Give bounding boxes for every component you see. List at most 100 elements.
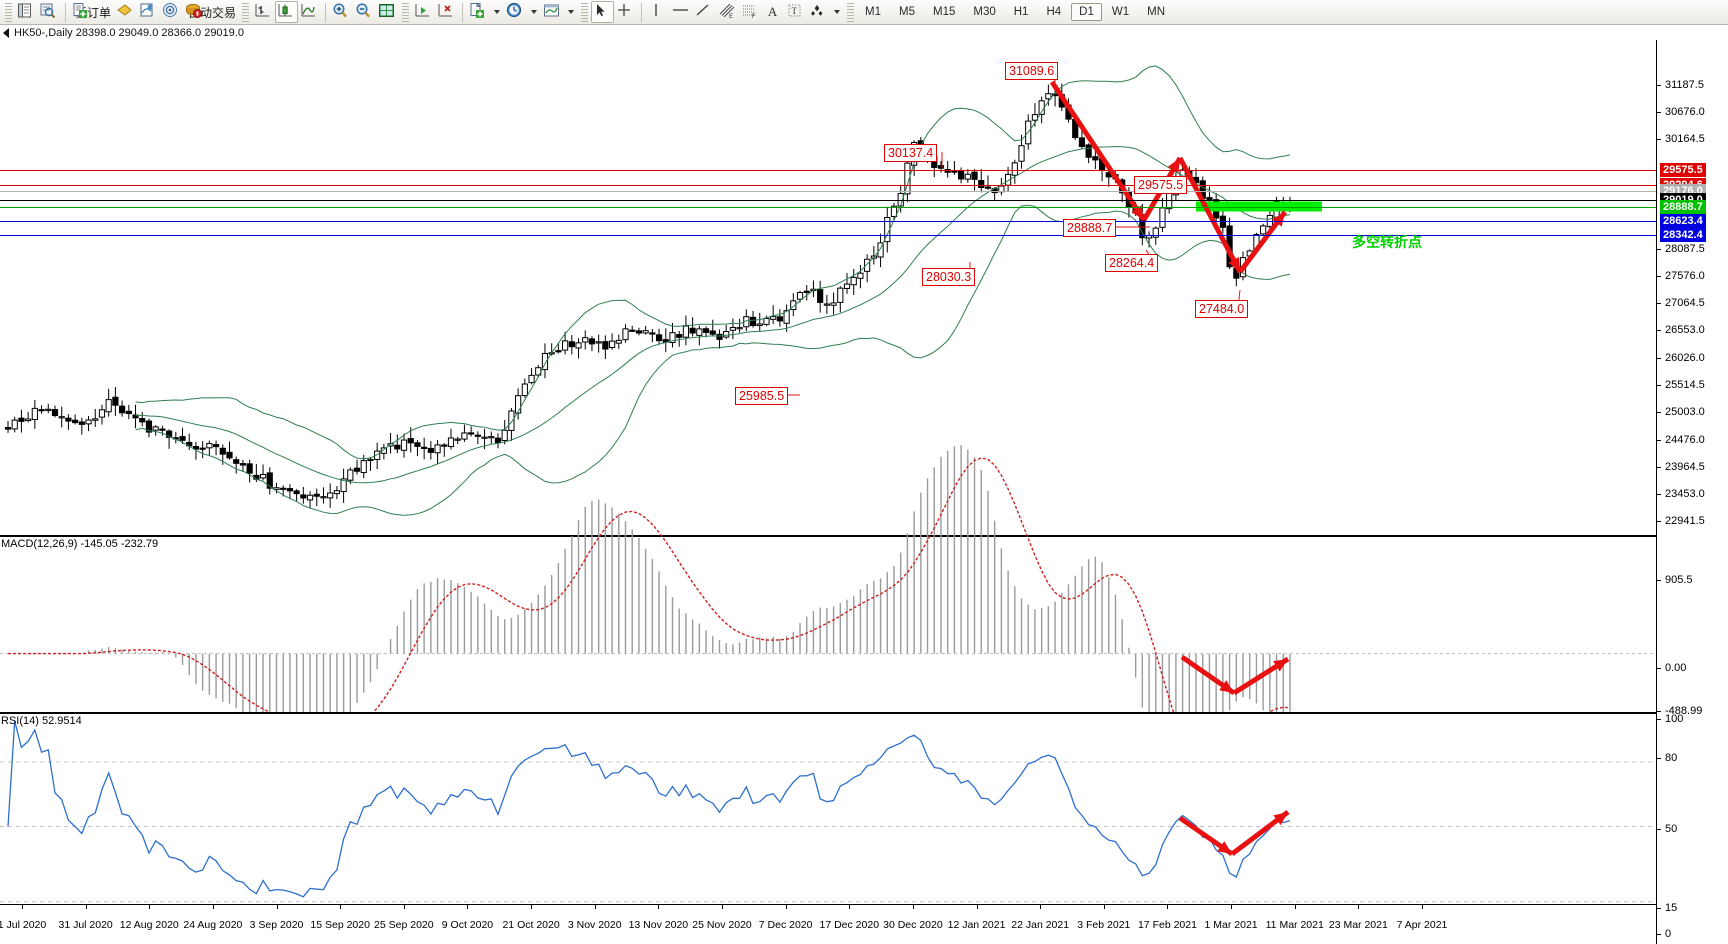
period-dropdown-arrow[interactable] (531, 10, 538, 14)
candlestick-chart-icon[interactable] (275, 1, 299, 23)
line-chart-icon[interactable] (298, 1, 321, 23)
price-tick-23453: 23453.0 (1665, 487, 1705, 500)
axis-tick (1657, 357, 1661, 359)
pane-separator-1b (0, 536, 1656, 537)
level-line-28623.4[interactable] (0, 217, 1663, 224)
chart-collapse-icon[interactable] (3, 28, 9, 38)
price-pane[interactable]: 31089.6 30137.4 29575.5 28888.7 28264.4 28030… (0, 40, 1663, 535)
toolbar-grip-2[interactable] (242, 2, 250, 22)
callout-31089.6[interactable]: 31089.6 (1005, 62, 1059, 80)
callout-29575.5[interactable]: 29575.5 (1134, 176, 1188, 194)
toolbar-grip[interactable] (5, 2, 12, 22)
bollinger-lower-band (135, 204, 1291, 516)
time-label-8: 21 Oct 2020 (502, 919, 560, 931)
objects-icon[interactable] (807, 1, 830, 23)
macd-title: MACD(12,26,9) -145.05 -232.79 (1, 538, 159, 550)
bar-chart-icon[interactable] (252, 1, 275, 23)
callout-28264.4[interactable]: 28264.4 (1105, 254, 1159, 272)
indicators-icon[interactable] (541, 1, 564, 23)
timeframe-h1[interactable]: H1 (1013, 6, 1029, 18)
level-line-28888.7[interactable] (0, 203, 1663, 210)
price-tick-25514.5: 25514.5 (1665, 378, 1705, 391)
time-label-7: 9 Oct 2020 (441, 919, 494, 931)
timeframe-m30[interactable]: M30 (973, 6, 996, 18)
price-tick-24476: 24476.0 (1665, 433, 1705, 446)
expert-advisor-icon[interactable] (114, 1, 137, 23)
navigator-icon[interactable] (137, 1, 160, 23)
toolbar-separator-4 (641, 2, 643, 22)
macd-tick--488.99: -488.99 (1665, 705, 1703, 717)
auto-scroll-icon[interactable] (435, 1, 458, 23)
macd-pane[interactable]: MACD(12,26,9) -145.05 -232.79 (0, 445, 1656, 789)
price-scale[interactable]: 31187.5 30676.0 30164.5 28087.5 27576.0 27064… (1656, 40, 1728, 944)
axis-tick (1657, 466, 1661, 468)
period-icon[interactable] (504, 1, 527, 23)
timeframe-h4[interactable]: H4 (1046, 6, 1062, 18)
toolbar-grip-5[interactable] (847, 2, 855, 22)
time-tick (85, 905, 87, 909)
downtrend-arrow-2[interactable] (1177, 156, 1243, 274)
axis-tick (1657, 439, 1661, 441)
axis-tick (1657, 521, 1661, 522)
timeframe-mn[interactable]: MN (1147, 6, 1165, 18)
price-tick-23964.5: 23964.5 (1665, 460, 1705, 473)
level-line-29176.0[interactable] (0, 191, 1656, 193)
timeframe-m15[interactable]: M15 (933, 6, 956, 18)
data-window-icon[interactable] (38, 1, 61, 23)
callout-28030.3[interactable]: 28030.3 (922, 268, 976, 286)
vertical-line-icon[interactable] (646, 1, 669, 23)
text-icon[interactable]: A (767, 4, 778, 19)
new-order-button[interactable]: 新订单 (70, 1, 114, 23)
callout-25985.5[interactable]: 25985.5 (735, 387, 789, 405)
chart-area[interactable]: 31089.6 30137.4 29575.5 28888.7 28264.4 28030… (0, 40, 1728, 944)
horizontal-line-icon[interactable] (669, 1, 692, 23)
objects-dropdown-arrow[interactable] (834, 10, 841, 14)
timeframe-m1[interactable]: M1 (865, 6, 882, 18)
axis-tick (1657, 668, 1661, 669)
level-line-29019.0[interactable] (0, 199, 1656, 201)
timeframe-d1[interactable]: D1 (1071, 3, 1102, 21)
callout-27484.0[interactable]: 27484.0 (1195, 300, 1249, 318)
level-line-29294.6[interactable] (0, 182, 1663, 189)
callout-30137.4[interactable]: 30137.4 (884, 144, 938, 162)
timeframe-w1[interactable]: W1 (1111, 6, 1130, 18)
tile-windows-icon[interactable] (376, 1, 399, 23)
zoom-out-icon[interactable] (353, 1, 376, 23)
toolbar-grip-3[interactable] (402, 2, 410, 22)
crosshair-icon[interactable] (614, 1, 637, 23)
cursor-icon[interactable] (591, 1, 615, 23)
text-label-icon[interactable]: T (784, 1, 807, 23)
price-tick-28087.5: 28087.5 (1665, 242, 1705, 255)
time-tick (1294, 905, 1296, 909)
timeframe-m5[interactable]: M5 (899, 6, 915, 18)
time-label-19: 1 Mar 2021 (1204, 919, 1258, 931)
indicators-dropdown-arrow[interactable] (568, 10, 575, 14)
templates-dropdown-arrow[interactable] (494, 10, 501, 14)
macd-chart-canvas (0, 445, 1656, 789)
trendline-icon[interactable] (692, 1, 715, 23)
fibonacci-icon[interactable]: F (738, 1, 761, 23)
signals-icon[interactable] (160, 1, 183, 23)
price-tick-25003: 25003.0 (1665, 406, 1705, 418)
rsi-pane[interactable]: RSI(14) 52.9514 (0, 714, 1656, 904)
templates-icon[interactable] (467, 1, 490, 23)
autotrading-button[interactable]: 自动交易 (183, 1, 239, 23)
time-label-4: 3 Sep 2020 (249, 919, 304, 931)
price-tick-30676: 30676.0 (1665, 106, 1705, 119)
level-line-29575.5[interactable] (0, 167, 1663, 174)
chart-shift-icon[interactable] (412, 1, 435, 23)
axis-tick (1657, 908, 1661, 909)
rsi-tick-80: 80 (1665, 752, 1678, 764)
time-label-11: 25 Nov 2020 (692, 919, 752, 931)
time-axis[interactable]: 1 Jul 2020 31 Jul 2020 12 Aug 2020 24 Aug 2… (0, 904, 1656, 944)
price-tick-30164.5: 30164.5 (1665, 133, 1705, 146)
bollinger-upper-band (135, 65, 1291, 460)
toolbar-grip-4[interactable] (581, 2, 589, 22)
downtrend-arrow-1[interactable] (1049, 80, 1147, 222)
terminal-icon[interactable] (15, 1, 38, 23)
time-label-20: 11 Mar 2021 (1265, 919, 1324, 931)
equidistant-channel-icon[interactable]: E (715, 1, 738, 23)
support-zone-highlight[interactable] (1196, 201, 1322, 212)
zoom-in-icon[interactable] (330, 1, 353, 23)
callout-28888.7[interactable]: 28888.7 (1063, 219, 1117, 237)
